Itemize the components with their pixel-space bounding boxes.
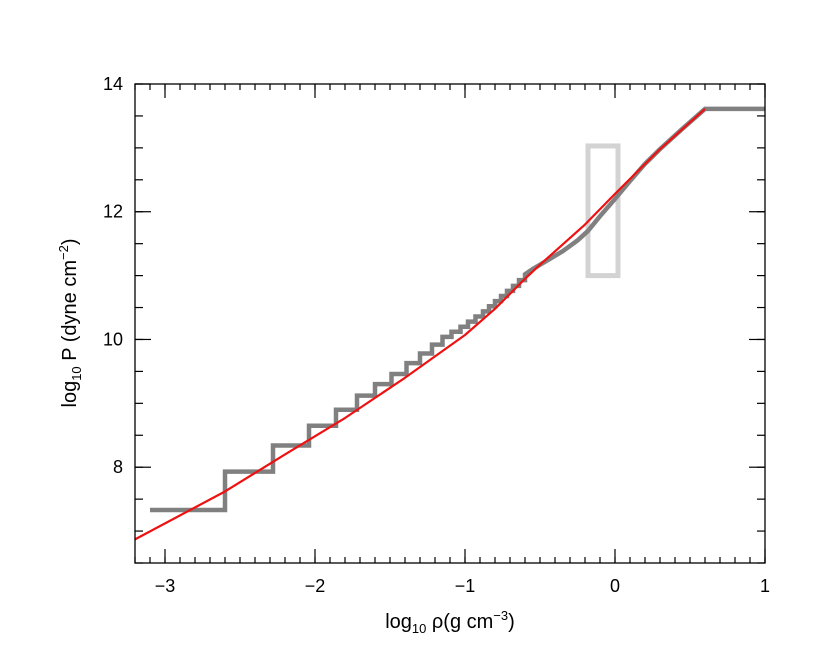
x-axis-label-main: ρ(g cm (426, 611, 493, 633)
x-tick-label: −3 (155, 576, 176, 596)
x-tick-label: −1 (455, 576, 476, 596)
y-axis-label-prefix: log (59, 381, 81, 408)
y-axis-label-sub: 10 (69, 366, 84, 380)
y-axis-label-main: P (dyne cm (59, 260, 81, 366)
x-tick-label: 1 (760, 576, 770, 596)
x-tick-label: 0 (610, 576, 620, 596)
step-series-line (150, 106, 765, 513)
plot-frame (134, 83, 766, 564)
y-tick-label: 10 (103, 329, 123, 349)
annotation-box (585, 143, 621, 279)
x-axis-label-sub: 10 (412, 621, 426, 636)
y-tick-label: 14 (103, 74, 123, 94)
major-ticks (135, 83, 766, 563)
fit-series-line (134, 108, 706, 541)
y-axis-label-sup: −2 (56, 245, 71, 260)
x-tick-label: −2 (305, 576, 326, 596)
y-tick-label: 12 (103, 202, 123, 222)
x-axis-label-prefix: log (385, 611, 412, 633)
y-axis-label-suffix: ) (59, 238, 81, 245)
y-axis-label: log10 P (dyne cm−2) (56, 238, 84, 407)
x-axis-label-sup: −3 (493, 608, 508, 623)
tick-labels: −3 −2 −1 0 1 8 10 12 14 (103, 74, 770, 596)
x-axis-label: log10 ρ(g cm−3) (385, 608, 515, 636)
x-axis-label-suffix: ) (508, 611, 515, 633)
y-tick-label: 8 (113, 457, 123, 477)
plot-content (134, 106, 765, 541)
minor-ticks (134, 83, 766, 564)
